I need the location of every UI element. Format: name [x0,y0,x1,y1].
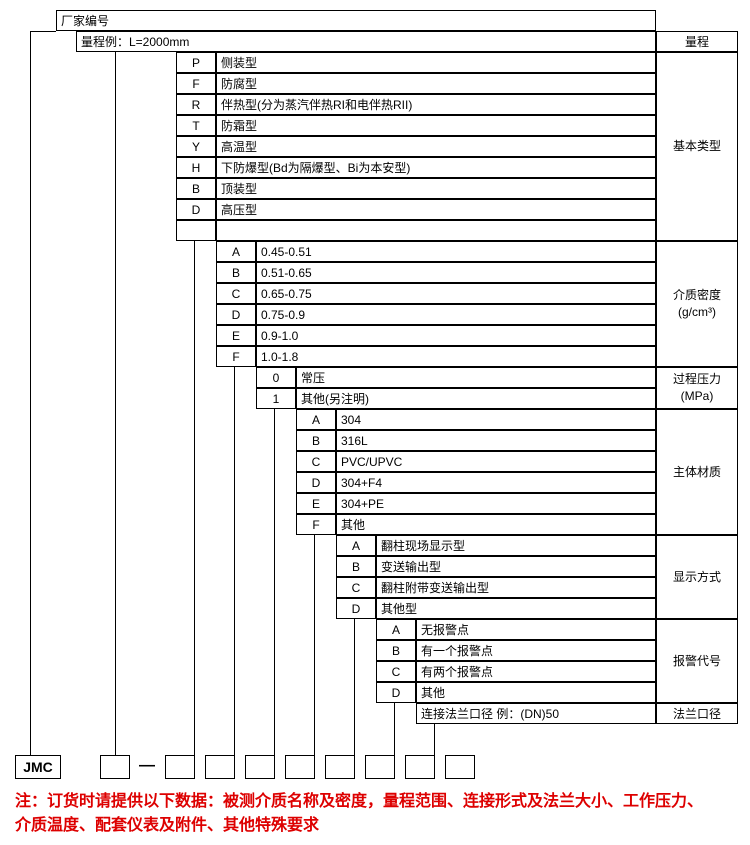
dash: — [135,758,159,776]
s6-desc-2: 有两个报警点 [416,661,656,682]
s2-code-3: D [216,304,256,325]
rlabel-alarm: 报警代号 [656,619,738,703]
s6-code-0: A [376,619,416,640]
s4-code-1: B [296,430,336,451]
s6-code-2: C [376,661,416,682]
s5-desc-2: 翻柱附带变送输出型 [376,577,656,598]
box-5 [325,755,355,779]
s5-code-3: D [336,598,376,619]
s5-desc-3: 其他型 [376,598,656,619]
s4-code-5: F [296,514,336,535]
s2-code-4: E [216,325,256,346]
s6-desc-0: 无报警点 [416,619,656,640]
s6-desc-1: 有一个报警点 [416,640,656,661]
s2-code-2: C [216,283,256,304]
s1-desc-3: 防霜型 [216,115,656,136]
s1-code-7: D [176,199,216,220]
note: 注：订货时请提供以下数据：被测介质名称及密度，量程范围、连接形式及法兰大小、工作… [15,790,715,838]
s1-desc-2: 伴热型(分为蒸汽伴热RI和电伴热RII) [216,94,656,115]
rlabel-flange: 法兰口径 [656,703,738,724]
s3-code-0: 0 [256,367,296,388]
s2-desc-3: 0.75-0.9 [256,304,656,325]
s1-code-2: R [176,94,216,115]
rlabel-basic: 基本类型 [656,52,738,241]
s6-code-1: B [376,640,416,661]
s4-desc-5: 其他 [336,514,656,535]
rlabel-density: 介质密度 (g/cm³) [656,241,738,367]
s4-code-2: C [296,451,336,472]
s1-code-1: F [176,73,216,94]
s2-code-1: B [216,262,256,283]
rlabel-range: 量程 [656,31,738,52]
s1-desc-6: 顶装型 [216,178,656,199]
s2-code-5: F [216,346,256,367]
header-range: 量程例：L=2000mm [76,31,656,52]
s1-desc-7: 高压型 [216,199,656,220]
s1-desc-4: 高温型 [216,136,656,157]
s2-desc-2: 0.65-0.75 [256,283,656,304]
box-jmc: JMC [15,755,61,779]
s1-desc-5: 下防爆型(Bd为隔爆型、Bi为本安型) [216,157,656,178]
box-8 [445,755,475,779]
s4-code-3: D [296,472,336,493]
s1-code-5: H [176,157,216,178]
s1-code-6: B [176,178,216,199]
s4-desc-2: PVC/UPVC [336,451,656,472]
s4-desc-0: 304 [336,409,656,430]
s4-code-4: E [296,493,336,514]
s3-desc-0: 常压 [296,367,656,388]
s2-desc-1: 0.51-0.65 [256,262,656,283]
s6-desc-3: 其他 [416,682,656,703]
box-7 [405,755,435,779]
s2-code-0: A [216,241,256,262]
s4-desc-1: 316L [336,430,656,451]
box-4 [285,755,315,779]
s1-code-8 [176,220,216,241]
s2-desc-5: 1.0-1.8 [256,346,656,367]
s3-desc-1: 其他(另注明) [296,388,656,409]
rlabel-material: 主体材质 [656,409,738,535]
s5-desc-1: 变送输出型 [376,556,656,577]
s1-desc-1: 防腐型 [216,73,656,94]
s1-desc-0: 侧装型 [216,52,656,73]
s7-desc: 连接法兰口径 例：(DN)50 [416,703,656,724]
header-mfr: 厂家编号 [56,10,656,31]
s1-desc-8 [216,220,656,241]
s5-code-0: A [336,535,376,556]
s5-code-1: B [336,556,376,577]
s2-desc-4: 0.9-1.0 [256,325,656,346]
s1-code-4: Y [176,136,216,157]
s3-code-1: 1 [256,388,296,409]
s5-desc-0: 翻柱现场显示型 [376,535,656,556]
box-2 [205,755,235,779]
s2-desc-0: 0.45-0.51 [256,241,656,262]
s6-code-3: D [376,682,416,703]
s1-code-3: T [176,115,216,136]
box-3 [245,755,275,779]
s4-desc-3: 304+F4 [336,472,656,493]
box-6 [365,755,395,779]
s4-code-0: A [296,409,336,430]
box-1 [165,755,195,779]
s5-code-2: C [336,577,376,598]
rlabel-display: 显示方式 [656,535,738,619]
s4-desc-4: 304+PE [336,493,656,514]
box-0 [100,755,130,779]
rlabel-pressure: 过程压力 (MPa) [656,367,738,409]
s1-code-0: P [176,52,216,73]
